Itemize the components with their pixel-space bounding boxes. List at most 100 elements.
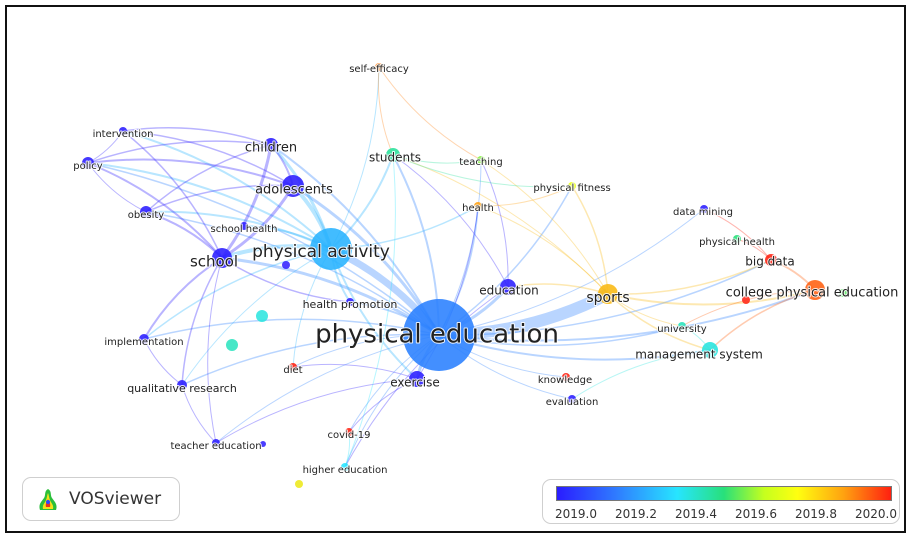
- node-evaluation[interactable]: [568, 395, 576, 403]
- node-label[interactable]: self-efficacy: [348, 63, 410, 76]
- node-health-promotion[interactable]: [346, 298, 354, 306]
- network-link: [122, 130, 223, 259]
- node-label[interactable]: adolescents: [254, 182, 334, 199]
- node-label[interactable]: sports: [585, 289, 630, 307]
- network-link: [292, 363, 418, 380]
- network-link: [477, 205, 609, 295]
- node-label[interactable]: implementation: [103, 336, 184, 349]
- network-link: [348, 378, 418, 433]
- legend-tick: 2019.2: [615, 507, 657, 521]
- node-label[interactable]: physical health: [698, 236, 776, 249]
- node-intervention[interactable]: [119, 127, 127, 135]
- node-label[interactable]: evaluation: [545, 396, 600, 409]
- network-node-unlabeled[interactable]: [295, 480, 303, 488]
- node-children[interactable]: [264, 138, 278, 152]
- network-node-unlabeled[interactable]: [839, 289, 847, 297]
- node-label[interactable]: higher education: [302, 464, 389, 477]
- network-link: [215, 378, 418, 444]
- network-link: [122, 126, 272, 146]
- node-label[interactable]: physical fitness: [532, 182, 611, 195]
- legend-tick: 2020.0: [855, 507, 897, 521]
- node-big-data[interactable]: [765, 254, 777, 266]
- node-label[interactable]: covid-19: [327, 429, 372, 442]
- node-label[interactable]: knowledge: [537, 374, 593, 387]
- node-sports[interactable]: [598, 284, 618, 304]
- node-label[interactable]: health promotion: [302, 297, 399, 312]
- legend-tick: 2019.8: [795, 507, 837, 521]
- node-qualitative-research[interactable]: [177, 380, 187, 390]
- node-implementation[interactable]: [139, 334, 149, 344]
- network-link: [145, 184, 294, 213]
- node-higher-education[interactable]: [341, 463, 349, 471]
- node-label[interactable]: students: [368, 150, 422, 166]
- network-node-unlabeled[interactable]: [742, 296, 750, 304]
- node-knowledge[interactable]: [562, 373, 570, 381]
- network-link: [607, 259, 772, 295]
- node-obesity[interactable]: [140, 206, 152, 218]
- network-link: [344, 286, 509, 468]
- node-label[interactable]: obesity: [127, 209, 166, 222]
- node-label[interactable]: school: [189, 252, 239, 272]
- node-physical-health[interactable]: [733, 235, 741, 243]
- network-link: [703, 208, 772, 261]
- network-link: [221, 257, 351, 303]
- node-label[interactable]: college physical education: [725, 285, 900, 302]
- node-label[interactable]: policy: [72, 160, 104, 173]
- node-self-efficacy[interactable]: [375, 63, 383, 71]
- node-adolescents[interactable]: [282, 175, 304, 197]
- node-education[interactable]: [500, 279, 516, 295]
- node-label[interactable]: teaching: [458, 156, 504, 169]
- node-school-health[interactable]: [240, 222, 248, 230]
- node-label[interactable]: big data: [744, 254, 795, 270]
- node-label[interactable]: intervention: [92, 128, 155, 141]
- node-teaching[interactable]: [477, 156, 485, 164]
- node-label[interactable]: physical education: [314, 319, 560, 351]
- network-node-unlabeled[interactable]: [260, 441, 266, 447]
- network-link: [145, 211, 440, 336]
- network-link: [143, 248, 332, 340]
- node-covid-19[interactable]: [345, 428, 353, 436]
- network-node-unlabeled[interactable]: [226, 339, 238, 351]
- node-label[interactable]: school health: [210, 223, 279, 236]
- node-label[interactable]: exercise: [389, 375, 441, 391]
- node-university[interactable]: [678, 322, 686, 330]
- node-data-mining[interactable]: [700, 205, 708, 213]
- node-exercise[interactable]: [409, 371, 425, 387]
- network-link: [87, 162, 147, 213]
- node-label[interactable]: health: [461, 202, 495, 215]
- node-physical-activity[interactable]: [310, 228, 352, 270]
- legend-tick: 2019.0: [555, 507, 597, 521]
- legend-tick: 2019.6: [735, 507, 777, 521]
- node-label[interactable]: management system: [634, 347, 764, 363]
- node-label[interactable]: physical activity: [251, 241, 391, 263]
- network-link: [207, 257, 223, 444]
- node-physical-education[interactable]: [403, 299, 475, 371]
- network-link: [122, 130, 294, 187]
- network-node-unlabeled[interactable]: [256, 310, 268, 322]
- node-label[interactable]: data mining: [672, 206, 734, 219]
- network-link: [87, 162, 440, 336]
- node-diet[interactable]: [289, 363, 297, 371]
- node-management-system[interactable]: [702, 342, 718, 358]
- network-link: [392, 154, 482, 164]
- node-label[interactable]: diet: [282, 364, 303, 377]
- network-link: [143, 338, 183, 386]
- node-teacher-education[interactable]: [212, 439, 220, 447]
- node-label[interactable]: university: [656, 323, 708, 336]
- node-label[interactable]: children: [244, 140, 298, 157]
- node-students[interactable]: [386, 148, 400, 162]
- node-school[interactable]: [212, 248, 232, 268]
- node-label[interactable]: teacher education: [169, 440, 262, 453]
- node-policy[interactable]: [82, 157, 94, 169]
- node-physical-fitness[interactable]: [568, 182, 576, 190]
- node-label[interactable]: qualitative research: [126, 381, 238, 396]
- legend-gradient-bar: [556, 486, 892, 501]
- node-label[interactable]: education: [478, 283, 540, 299]
- network-link: [87, 158, 294, 187]
- node-health[interactable]: [474, 202, 482, 210]
- network-link: [392, 154, 509, 288]
- node-college-physical-education[interactable]: [805, 280, 825, 300]
- network-node-unlabeled[interactable]: [282, 261, 290, 269]
- network-link: [143, 318, 440, 340]
